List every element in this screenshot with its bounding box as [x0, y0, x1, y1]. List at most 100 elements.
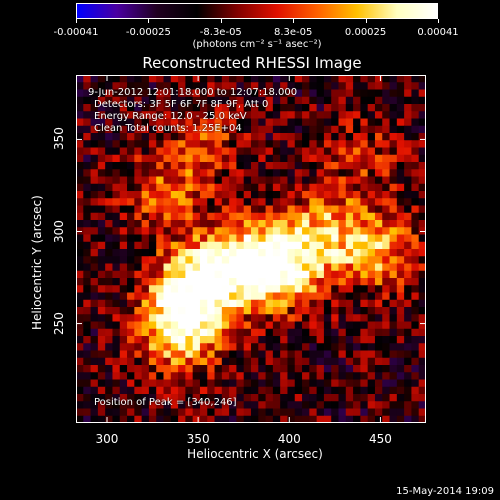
heatmap-cell	[141, 154, 150, 163]
heatmap-cell	[411, 386, 420, 395]
heatmap-cell	[127, 133, 135, 141]
heatmap-cell	[178, 292, 186, 301]
heatmap-cell	[353, 75, 361, 83]
heatmap-cell	[374, 154, 383, 163]
heatmap-cell	[251, 82, 259, 90]
heatmap-cell	[76, 307, 84, 315]
heatmap-cell	[411, 321, 420, 330]
heatmap-cell	[309, 408, 318, 417]
heatmap-cell	[345, 104, 354, 112]
heatmap-cell	[374, 140, 383, 148]
heatmap-cell	[112, 111, 121, 119]
heatmap-cell	[353, 321, 361, 330]
heatmap-cell	[76, 278, 84, 286]
heatmap-cell	[280, 314, 288, 322]
heatmap-cell	[127, 394, 135, 402]
heatmap-cell	[418, 176, 426, 185]
heatmap-cell	[309, 278, 318, 286]
heatmap-cell	[119, 176, 128, 185]
heatmap-cell	[316, 89, 325, 98]
heatmap-cell	[265, 212, 274, 221]
heatmap-cell	[331, 241, 339, 250]
heatmap-cell	[127, 350, 135, 359]
heatmap-cell	[119, 147, 128, 156]
heatmap-cell	[199, 343, 208, 351]
heatmap-cell	[207, 357, 216, 366]
heatmap-cell	[251, 104, 259, 112]
heatmap-cell	[258, 220, 267, 228]
heatmap-cell	[418, 415, 426, 423]
heatmap-cell	[127, 314, 135, 322]
heatmap-cell	[163, 133, 172, 141]
heatmap-cell	[265, 278, 274, 286]
heatmap-cell	[141, 336, 150, 344]
heatmap-cell	[170, 154, 179, 163]
heatmap-cell	[236, 278, 245, 286]
heatmap-cell	[105, 256, 113, 264]
heatmap-cell	[287, 227, 296, 235]
heatmap-cell	[345, 314, 354, 322]
heatmap-cell	[367, 191, 376, 199]
heatmap-cell	[367, 386, 376, 395]
heatmap-cell	[353, 162, 361, 170]
heatmap-cell	[323, 220, 332, 228]
heatmap-cell	[404, 350, 412, 359]
heatmap-cell	[112, 183, 121, 192]
heatmap-cell	[382, 321, 391, 330]
heatmap-cell	[243, 82, 252, 90]
heatmap-cell	[258, 162, 267, 170]
heatmap-cell	[141, 357, 150, 366]
heatmap-cell	[338, 220, 347, 228]
heatmap-cell	[251, 328, 259, 337]
heatmap-cell	[105, 350, 113, 359]
heatmap-cell	[83, 256, 92, 264]
heatmap-cell	[338, 408, 347, 417]
heatmap-cell	[170, 82, 179, 90]
heatmap-cell	[105, 394, 113, 402]
heatmap-cell	[236, 176, 245, 185]
heatmap-cell	[97, 386, 106, 395]
heatmap-cell	[258, 154, 267, 163]
heatmap-cell	[258, 249, 267, 257]
heatmap-cell	[345, 415, 354, 423]
heatmap-cell	[199, 263, 208, 272]
heatmap-cell	[97, 234, 106, 243]
heatmap-cell	[243, 227, 252, 235]
heatmap-cell	[367, 220, 376, 228]
heatmap-cell	[148, 75, 157, 83]
heatmap-cell	[119, 96, 128, 105]
heatmap-cell	[214, 263, 223, 272]
heatmap-cell	[353, 89, 361, 98]
heatmap-cell	[258, 111, 267, 119]
heatmap-cell	[163, 336, 172, 344]
heatmap-cell	[97, 372, 106, 380]
heatmap-cell	[148, 263, 157, 272]
heatmap-cell	[185, 249, 194, 257]
heatmap-cell	[163, 96, 172, 105]
heatmap-cell	[170, 278, 179, 286]
heatmap-cell	[280, 307, 288, 315]
chart-title: Reconstructed RHESSI Image	[142, 54, 362, 72]
heatmap-cell	[178, 249, 186, 257]
heatmap-cell	[338, 263, 347, 272]
heatmap-cell	[280, 285, 288, 293]
heatmap-cell	[418, 183, 426, 192]
heatmap-cell	[207, 133, 216, 141]
heatmap-cell	[229, 147, 237, 156]
heatmap-cell	[119, 111, 128, 119]
heatmap-cell	[170, 111, 179, 119]
heatmap-cell	[331, 321, 339, 330]
heatmap-cell	[141, 118, 150, 127]
heatmap-cell	[418, 386, 426, 395]
heatmap-cell	[185, 89, 194, 98]
heatmap-cell	[404, 307, 412, 315]
heatmap-cell	[105, 270, 113, 279]
heatmap-cell	[185, 278, 194, 286]
heatmap-cell	[258, 118, 267, 127]
heatmap-cell	[76, 299, 84, 308]
heatmap-cell	[360, 220, 369, 228]
heatmap-cell	[382, 227, 391, 235]
heatmap-cell	[178, 285, 186, 293]
heatmap-cell	[287, 292, 296, 301]
heatmap-cell	[229, 365, 237, 373]
